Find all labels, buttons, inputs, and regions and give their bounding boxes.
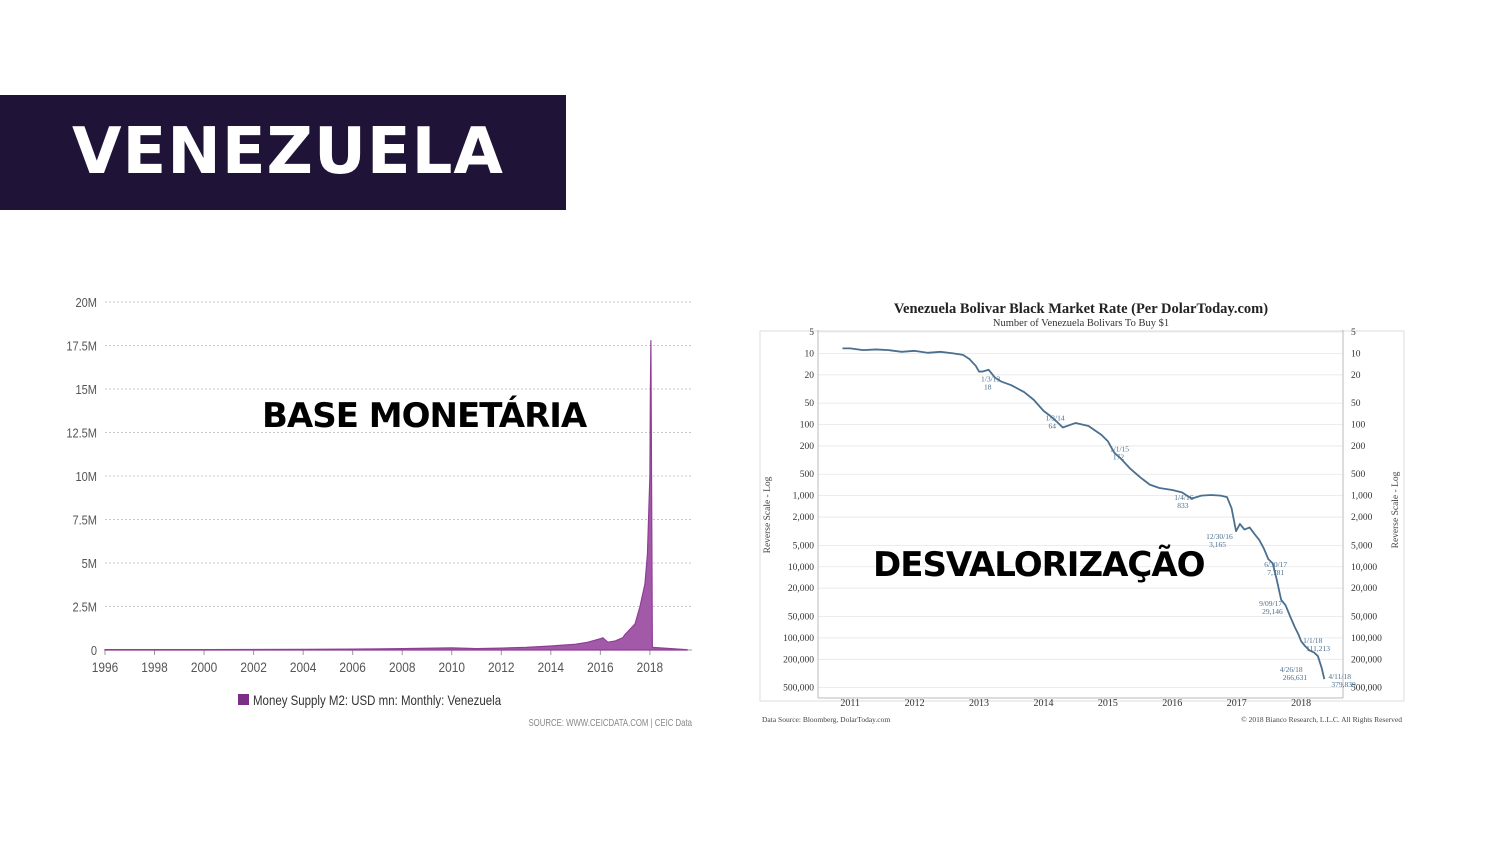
- x-tick-label: 2012: [488, 659, 514, 675]
- annotation-date: 4/11/18: [1328, 672, 1351, 681]
- y-tick-label-right: 100,000: [1351, 634, 1382, 644]
- x-tick-label: 2018: [637, 659, 663, 675]
- y-tick-label: 20M: [76, 295, 97, 310]
- x-tick-label: 2016: [587, 659, 613, 675]
- y-tick-label-right: 100: [1351, 421, 1366, 431]
- x-tick-label: 2002: [240, 659, 266, 675]
- annotation-value: 29,146: [1262, 607, 1283, 616]
- y-tick-label-left: 5,000: [793, 541, 815, 551]
- y-tick-label-right: 20: [1351, 371, 1361, 381]
- y-tick-label-left: 20,000: [788, 584, 814, 594]
- annotation-value: 18: [984, 383, 992, 392]
- y-tick-label-left: 10,000: [788, 563, 814, 573]
- y-tick-label: 12.5M: [66, 426, 97, 441]
- page-title: VENEZUELA: [72, 115, 504, 189]
- x-tick-label: 2000: [191, 659, 217, 675]
- y-tick-label-left: 500,000: [783, 684, 814, 694]
- y-tick-label-left: 2,000: [793, 513, 815, 523]
- annotation-date: 1/3/13: [981, 375, 1000, 384]
- y-tick-label-right: 500: [1351, 470, 1366, 480]
- x-tick-label: 2017: [1227, 698, 1247, 709]
- annotation-date: 4/26/18: [1280, 665, 1303, 674]
- desvalorizacao-label: DESVALORIZAÇÃO: [873, 545, 1206, 585]
- legend-swatch: [238, 694, 249, 705]
- y-tick-label-right: 1,000: [1351, 492, 1373, 502]
- annotation-value: 379,839: [1331, 680, 1356, 689]
- y-tick-label-left: 1,000: [793, 492, 815, 502]
- annotation-value: 266,631: [1283, 673, 1308, 682]
- x-tick-label: 2016: [1162, 698, 1182, 709]
- x-tick-label: 2008: [389, 659, 415, 675]
- plot-frame: [759, 330, 1405, 702]
- x-tick-label: 1996: [92, 659, 118, 675]
- y-tick-label-right: 50: [1351, 399, 1361, 409]
- x-tick-label: 2013: [969, 698, 989, 709]
- source-note-left: Data Source: Bloomberg, DolarToday.com: [762, 715, 890, 724]
- x-tick-label: 2004: [290, 659, 316, 675]
- y-tick-label-right: 200,000: [1351, 655, 1382, 665]
- annotation-value: 833: [1177, 501, 1189, 510]
- y-tick-label: 0: [91, 643, 97, 658]
- annotation-date: 1/1/18: [1303, 636, 1322, 645]
- y-axis-label-left: Reverse Scale - Log: [763, 476, 773, 553]
- annotation-date: 6/30/17: [1264, 560, 1287, 569]
- y-tick-label: 7.5M: [72, 513, 97, 528]
- annotation-value: 7,781: [1267, 568, 1284, 577]
- annotation-value: 3,165: [1209, 540, 1226, 549]
- y-tick-label-left: 200,000: [783, 655, 814, 665]
- y-tick-label-left: 50: [805, 399, 815, 409]
- annotation-date: 1/4/16: [1174, 493, 1193, 502]
- y-tick-label: 2.5M: [72, 600, 97, 615]
- chart-subtitle: Number of Venezuela Bolivars To Buy $1: [993, 318, 1169, 329]
- y-tick-label-right: 2,000: [1351, 513, 1373, 523]
- y-tick-label: 15M: [76, 382, 97, 397]
- y-tick-label-left: 20: [805, 371, 815, 381]
- annotation-value: 64: [1048, 422, 1056, 431]
- base-monetaria-label: BASE MONETÁRIA: [262, 396, 587, 436]
- y-tick-label-right: 5: [1351, 328, 1356, 338]
- money-supply-chart: 0 2.5M 5M 7.5M 10M 12.5M 15M 17.5M 20M 1996 1998 20…: [66, 295, 692, 728]
- x-tick-label: 1998: [141, 659, 167, 675]
- x-tick-label: 2014: [538, 659, 564, 675]
- annotation-value: 172: [1113, 452, 1125, 461]
- x-tick-label: 2011: [840, 698, 860, 709]
- annotation-date: 9/09/17: [1259, 599, 1282, 608]
- title-banner: [0, 95, 566, 210]
- y-tick-label-left: 500: [800, 470, 815, 480]
- source-note: SOURCE: WWW.CEICDATA.COM | CEIC Data: [528, 717, 692, 728]
- x-tick-label: 2010: [439, 659, 465, 675]
- y-tick-label-left: 10: [805, 349, 815, 359]
- annotation-date: 12/30/16: [1206, 532, 1233, 541]
- y-axis-label-right: Reverse Scale - Log: [1391, 471, 1401, 548]
- y-tick-label-right: 20,000: [1351, 584, 1377, 594]
- annotation-date: 1/3/14: [1045, 414, 1064, 423]
- x-tick-label: 2015: [1098, 698, 1118, 709]
- y-tick-label-left: 100: [800, 421, 815, 431]
- x-tick-label: 2006: [339, 659, 365, 675]
- y-tick-label-left: 50,000: [788, 612, 814, 622]
- y-tick-label-right: 10,000: [1351, 563, 1377, 573]
- y-tick-label-right: 10: [1351, 349, 1361, 359]
- x-tick-label: 2012: [905, 698, 925, 709]
- x-tick-label: 2014: [1033, 698, 1053, 709]
- y-tick-label: 5M: [82, 556, 97, 571]
- chart-title: Venezuela Bolivar Black Market Rate (Per…: [894, 301, 1268, 317]
- source-note-right: © 2018 Bianco Research, L.L.C. All Right…: [1241, 715, 1402, 724]
- y-tick-label: 17.5M: [66, 339, 97, 354]
- black-market-rate-chart: Venezuela Bolivar Black Market Rate (Per…: [759, 301, 1405, 724]
- y-tick-label-right: 50,000: [1351, 612, 1377, 622]
- exchange-rate-line: [842, 347, 1326, 680]
- x-tick-label: 2018: [1291, 698, 1311, 709]
- y-tick-label-right: 5,000: [1351, 541, 1373, 551]
- y-tick-label-left: 200: [800, 442, 815, 452]
- y-tick-label: 10M: [76, 469, 97, 484]
- money-supply-area: [104, 340, 688, 651]
- annotation-date: 1/1/15: [1110, 444, 1129, 453]
- y-tick-label-left: 100,000: [783, 634, 814, 644]
- y-tick-label-left: 5: [809, 328, 814, 338]
- y-tick-label-right: 500,000: [1351, 684, 1382, 694]
- legend-label: Money Supply M2: USD mn: Monthly: Venezu…: [253, 692, 502, 708]
- y-tick-label-right: 200: [1351, 442, 1366, 452]
- annotation-value: 111,213: [1306, 644, 1330, 653]
